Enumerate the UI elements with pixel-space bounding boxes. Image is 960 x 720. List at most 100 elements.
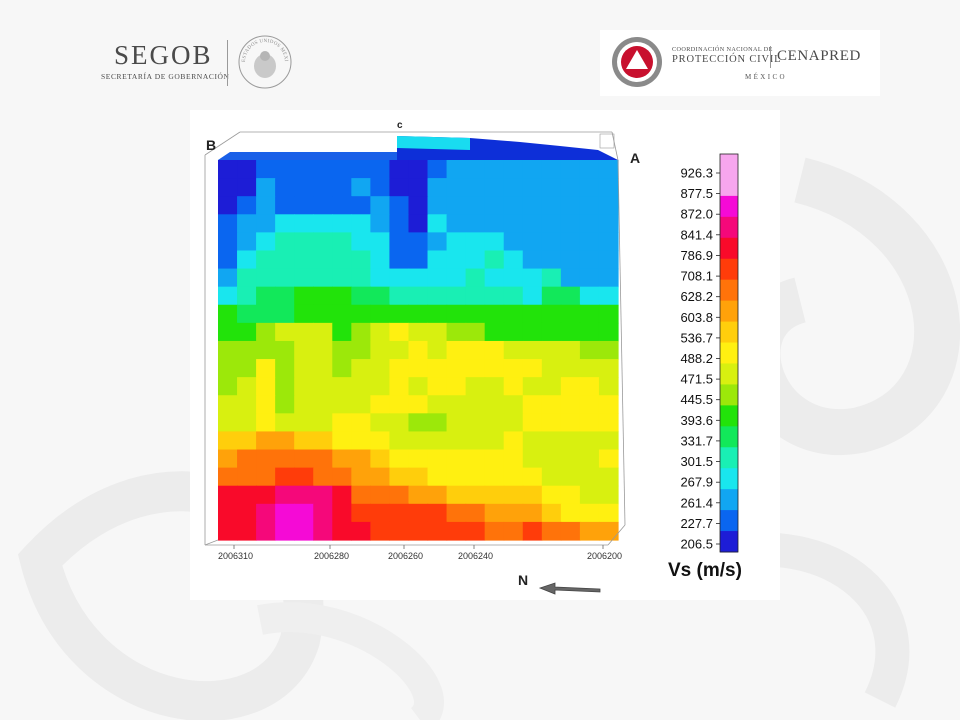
heatmap-cell: [370, 467, 391, 487]
heatmap-cell: [218, 196, 238, 215]
heatmap-cell: [446, 467, 467, 487]
heatmap-cell: [275, 359, 295, 378]
box-corner: [599, 133, 615, 149]
heatmap-cell: [598, 322, 619, 342]
top-strip-cyan: [397, 136, 470, 150]
colorbar: 926.3 877.5 872.0 841.4 786.9 708.1 628.2 603.8…: [680, 153, 739, 553]
heatmap-cell: [579, 521, 600, 541]
heatmap-cell: [332, 413, 352, 433]
heatmap-cell: [237, 413, 257, 433]
heatmap-cell: [560, 286, 581, 306]
heatmap-cell: [446, 268, 467, 288]
heatmap-cell: [351, 232, 371, 252]
x-tick-labels: 2006310 2006280 2006260 2006240 2006200: [218, 545, 622, 561]
heatmap-cell: [503, 413, 524, 433]
heatmap-cell: [465, 322, 486, 342]
heatmap-cell: [484, 214, 505, 233]
heatmap-cell: [522, 340, 543, 360]
heatmap-cell: [560, 413, 581, 433]
heatmap-cell: [389, 286, 410, 306]
heatmap-cell: [503, 304, 524, 324]
box-edge: [617, 159, 626, 526]
x-tick-label: 2006240: [458, 551, 493, 561]
heatmap-cell: [522, 196, 543, 215]
heatmap-cell: [389, 359, 410, 378]
heatmap-cell: [237, 250, 257, 270]
logo-divider: [227, 40, 228, 86]
colorbar-tick-label: 227.7: [680, 516, 713, 531]
heatmap-cell: [313, 485, 333, 505]
heatmap-cell: [465, 304, 486, 324]
heatmap-cell: [427, 467, 448, 487]
heatmap-cell: [256, 268, 276, 288]
heatmap-cell: [465, 196, 486, 215]
heatmap-cell: [256, 286, 276, 306]
heatmap-cell: [351, 250, 371, 270]
heatmap-cell: [522, 232, 543, 252]
x-tick-label: 2006310: [218, 551, 253, 561]
colorbar-tick-label: 445.5: [680, 392, 713, 407]
heatmap-cell: [427, 340, 448, 360]
colorbar-segment: [720, 510, 738, 532]
heatmap-cell: [294, 286, 314, 306]
heatmap-cell: [389, 268, 410, 288]
heatmap-cell: [560, 521, 581, 541]
x-tick-label: 2006280: [314, 551, 349, 561]
heatmap-cell: [541, 503, 562, 523]
heatmap-cell: [503, 340, 524, 360]
heatmap-cell: [389, 340, 410, 360]
heatmap-cell: [351, 304, 371, 324]
heatmap-cell: [275, 521, 295, 541]
heatmap-cell: [237, 340, 257, 360]
heatmap-cell: [522, 286, 543, 306]
heatmap-cell: [256, 196, 276, 215]
heatmap-cell: [446, 178, 467, 197]
heatmap-cell: [218, 359, 238, 378]
heatmap-cell: [598, 503, 619, 523]
heatmap-cell: [560, 503, 581, 523]
heatmap-cell: [275, 395, 295, 414]
heatmap-cell: [579, 268, 600, 288]
heatmap-cell: [560, 395, 581, 414]
colorbar-tick-label: 331.7: [680, 433, 713, 448]
heatmap-cell: [408, 340, 429, 360]
heatmap-cell: [598, 449, 619, 469]
heatmap-cell: [370, 250, 391, 270]
heatmap-cell: [541, 521, 562, 541]
segob-subtitle: SECRETARÍA DE GOBERNACIÓN: [101, 72, 230, 81]
heatmap-cell: [522, 467, 543, 487]
heatmap-cell: [332, 232, 352, 252]
heatmap-cell: [370, 503, 391, 523]
heatmap-cell: [275, 503, 295, 523]
heatmap-cell: [389, 449, 410, 469]
heatmap-cell: [389, 485, 410, 505]
heatmap-cell: [237, 449, 257, 469]
heatmap-cell: [522, 268, 543, 288]
heatmap-cell: [427, 304, 448, 324]
heatmap-cell: [332, 449, 352, 469]
heatmap-cell: [218, 232, 238, 252]
colorbar-segment: [720, 531, 738, 553]
heatmap-cell: [351, 268, 371, 288]
heatmap-cell: [427, 178, 448, 197]
heatmap-cell: [370, 160, 391, 179]
heatmap-cell: [465, 467, 486, 487]
heatmap-cell: [351, 395, 371, 414]
heatmap-cell: [408, 431, 429, 451]
heatmap-cell: [427, 160, 448, 179]
colorbar-tick-label: 301.5: [680, 454, 713, 469]
heatmap-cell: [446, 232, 467, 252]
heatmap-cell: [560, 467, 581, 487]
heatmap-cell: [503, 214, 524, 233]
heatmap-cell: [446, 377, 467, 396]
heatmap-cell: [237, 304, 257, 324]
heatmap-cell: [408, 485, 429, 505]
heatmap-cell: [598, 413, 619, 433]
heatmap-cell: [332, 503, 352, 523]
heatmap-cell: [351, 377, 371, 396]
heatmap-cell: [237, 485, 257, 505]
box-edge: [204, 131, 241, 156]
heatmap-cell: [370, 322, 391, 342]
heatmap-cell: [313, 395, 333, 414]
colorbar-tick-label: 393.6: [680, 413, 713, 428]
